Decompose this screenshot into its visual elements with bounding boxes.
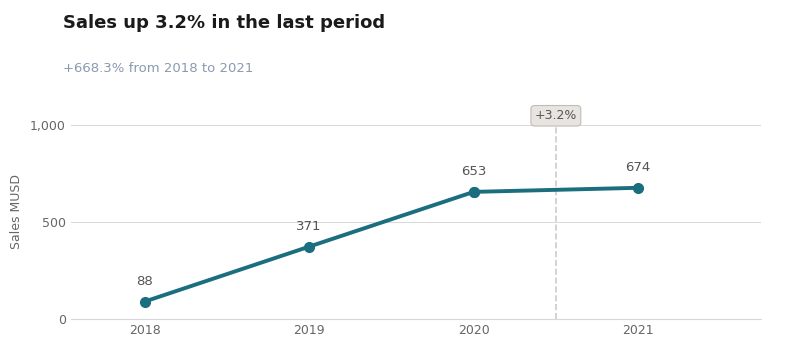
Text: 371: 371 xyxy=(297,220,322,233)
Y-axis label: Sales MUSD: Sales MUSD xyxy=(10,174,23,250)
Text: +3.2%: +3.2% xyxy=(535,109,577,122)
Text: +668.3% from 2018 to 2021: +668.3% from 2018 to 2021 xyxy=(63,62,254,75)
Text: 88: 88 xyxy=(137,275,153,288)
Text: Sales up 3.2% in the last period: Sales up 3.2% in the last period xyxy=(63,14,385,32)
Text: 653: 653 xyxy=(461,165,486,178)
Text: 674: 674 xyxy=(626,161,651,174)
